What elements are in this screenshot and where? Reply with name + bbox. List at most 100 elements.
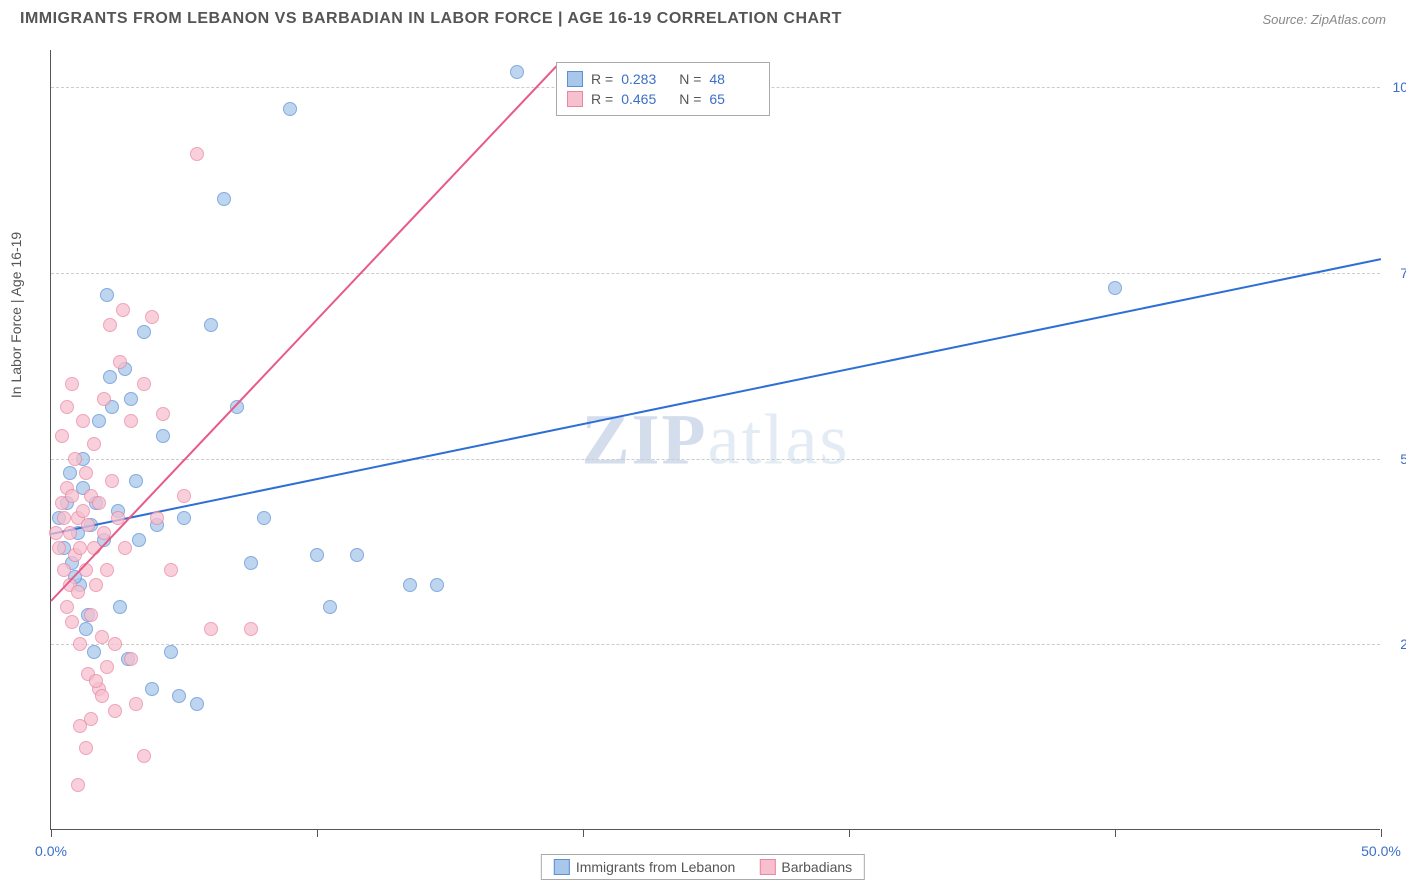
data-point (95, 689, 109, 703)
data-point (177, 511, 191, 525)
data-point (95, 630, 109, 644)
legend-label: Immigrants from Lebanon (576, 859, 736, 875)
data-point (89, 578, 103, 592)
gridline (51, 644, 1380, 645)
data-point (79, 741, 93, 755)
legend-item-barbadians: Barbadians (759, 859, 852, 875)
data-point (52, 541, 66, 555)
data-point (108, 637, 122, 651)
stat-label: N = (679, 91, 701, 107)
chart-plot-area: ZIPatlas In Labor Force | Age 16-19 25.0… (50, 50, 1380, 830)
data-point (81, 518, 95, 532)
data-point (60, 400, 74, 414)
data-point (283, 102, 297, 116)
data-point (172, 689, 186, 703)
data-point (217, 192, 231, 206)
data-point (57, 511, 71, 525)
data-point (204, 622, 218, 636)
data-point (108, 704, 122, 718)
legend-label: Barbadians (781, 859, 852, 875)
data-point (510, 65, 524, 79)
stats-row: R =0.465N =65 (567, 89, 759, 109)
data-point (137, 749, 151, 763)
swatch-icon (554, 859, 570, 875)
data-point (164, 645, 178, 659)
data-point (73, 637, 87, 651)
data-point (63, 526, 77, 540)
trend-line (51, 258, 1381, 535)
data-point (145, 310, 159, 324)
data-point (97, 392, 111, 406)
y-axis-label: In Labor Force | Age 16-19 (8, 231, 24, 397)
data-point (84, 608, 98, 622)
data-point (103, 370, 117, 384)
data-point (129, 474, 143, 488)
data-point (87, 437, 101, 451)
stat-n-value: 65 (709, 91, 759, 107)
y-tick-label: 75.0% (1385, 265, 1406, 281)
stats-legend: R =0.283N =48R =0.465N =65 (556, 62, 770, 116)
data-point (137, 325, 151, 339)
data-point (156, 407, 170, 421)
bottom-legend: Immigrants from Lebanon Barbadians (541, 854, 865, 880)
data-point (65, 615, 79, 629)
data-point (244, 622, 258, 636)
data-point (84, 712, 98, 726)
swatch-icon (567, 91, 583, 107)
stat-label: R = (591, 91, 613, 107)
data-point (204, 318, 218, 332)
swatch-icon (567, 71, 583, 87)
stats-row: R =0.283N =48 (567, 69, 759, 89)
data-point (323, 600, 337, 614)
data-point (63, 466, 77, 480)
data-point (92, 414, 106, 428)
data-point (177, 489, 191, 503)
data-point (403, 578, 417, 592)
data-point (124, 652, 138, 666)
data-point (118, 541, 132, 555)
data-point (129, 697, 143, 711)
data-point (113, 600, 127, 614)
data-point (137, 377, 151, 391)
data-point (350, 548, 364, 562)
x-tick (1381, 829, 1382, 837)
data-point (105, 474, 119, 488)
data-point (89, 674, 103, 688)
data-point (100, 660, 114, 674)
chart-title: IMMIGRANTS FROM LEBANON VS BARBADIAN IN … (20, 10, 842, 28)
data-point (76, 504, 90, 518)
swatch-icon (759, 859, 775, 875)
data-point (71, 778, 85, 792)
data-point (79, 466, 93, 480)
data-point (57, 563, 71, 577)
data-point (190, 697, 204, 711)
data-point (92, 496, 106, 510)
data-point (87, 645, 101, 659)
x-tick-label: 50.0% (1361, 843, 1401, 859)
data-point (76, 414, 90, 428)
data-point (100, 288, 114, 302)
x-tick (51, 829, 52, 837)
data-point (190, 147, 204, 161)
legend-item-lebanon: Immigrants from Lebanon (554, 859, 736, 875)
data-point (244, 556, 258, 570)
stat-label: N = (679, 71, 701, 87)
data-point (132, 533, 146, 547)
data-point (164, 563, 178, 577)
data-point (430, 578, 444, 592)
data-point (1108, 281, 1122, 295)
source-label: Source: ZipAtlas.com (1262, 12, 1386, 27)
x-tick-label: 0.0% (35, 843, 67, 859)
watermark-text: ZIPatlas (582, 398, 850, 481)
data-point (79, 622, 93, 636)
data-point (257, 511, 271, 525)
data-point (156, 429, 170, 443)
trend-line (50, 65, 557, 601)
data-point (113, 355, 127, 369)
stat-n-value: 48 (709, 71, 759, 87)
data-point (49, 526, 63, 540)
data-point (124, 392, 138, 406)
data-point (116, 303, 130, 317)
stat-label: R = (591, 71, 613, 87)
y-tick-label: 50.0% (1385, 451, 1406, 467)
